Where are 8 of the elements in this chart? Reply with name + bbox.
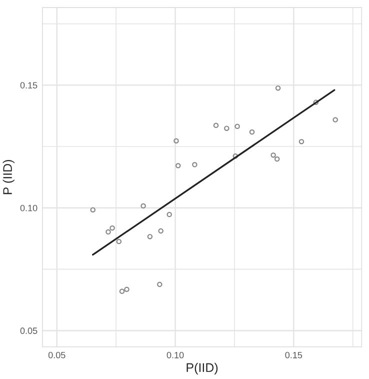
y-tick-label: 0.10: [20, 204, 38, 212]
x-tick-label: 0.05: [48, 352, 66, 358]
x-tick-label: 0.15: [285, 352, 302, 358]
y-axis-title: P (IID): [2, 160, 14, 194]
y-tick-label: 0.15: [20, 82, 38, 88]
x-tick-label: 0.10: [166, 352, 184, 358]
y-tick-label: 0.05: [20, 328, 38, 334]
x-axis-title: P(IID): [186, 362, 218, 374]
